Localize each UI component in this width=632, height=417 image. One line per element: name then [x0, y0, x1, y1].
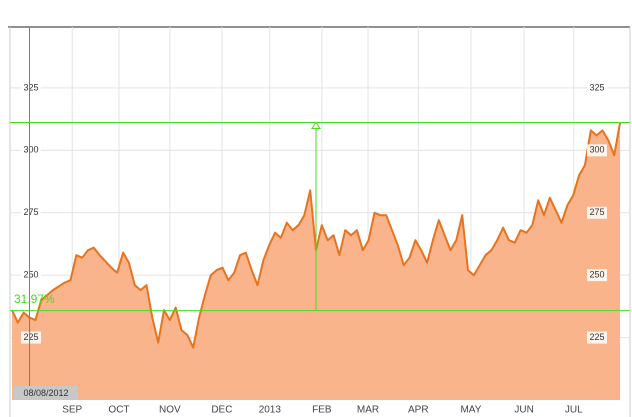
y-tick-label: 325 — [23, 82, 38, 92]
x-tick-label: DEC — [211, 405, 232, 416]
y-tick-label: 225 — [589, 332, 604, 342]
y-tick-box — [21, 81, 41, 94]
cursor-label: 08/08/2012 — [23, 388, 68, 398]
y-tick-label: 225 — [23, 332, 38, 342]
x-tick-label: MAY — [460, 405, 481, 416]
y-tick-box — [587, 206, 607, 219]
y-tick-label: 250 — [589, 270, 604, 280]
y-tick-box — [21, 331, 41, 344]
y-tick-label: 325 — [589, 82, 604, 92]
x-tick-label: JUL — [565, 405, 583, 416]
x-tick-label: SEP — [62, 405, 82, 416]
y-tick-label: 275 — [23, 207, 38, 217]
y-tick-label: 300 — [589, 145, 604, 155]
x-tick-label: JUN — [514, 405, 533, 416]
x-tick-label: MAR — [357, 405, 379, 416]
range-arrow — [311, 121, 321, 129]
x-tick-label: 2013 — [259, 405, 282, 416]
y-tick-box — [21, 269, 41, 282]
y-tick-label: 250 — [23, 270, 38, 280]
x-tick-label: OCT — [108, 405, 129, 416]
y-tick-box — [587, 81, 607, 94]
y-tick-box — [587, 269, 607, 282]
y-tick-label: 275 — [589, 207, 604, 217]
y-tick-label: 300 — [23, 145, 38, 155]
y-tick-box — [21, 144, 41, 157]
x-tick-label: NOV — [159, 405, 181, 416]
x-tick-label: FEB — [312, 405, 332, 416]
y-tick-box — [587, 331, 607, 344]
y-tick-box — [587, 144, 607, 157]
x-tick-label: APR — [408, 405, 429, 416]
cursor-label-box — [14, 386, 78, 400]
y-tick-box — [21, 206, 41, 219]
range-label: 31.97% — [14, 292, 55, 306]
